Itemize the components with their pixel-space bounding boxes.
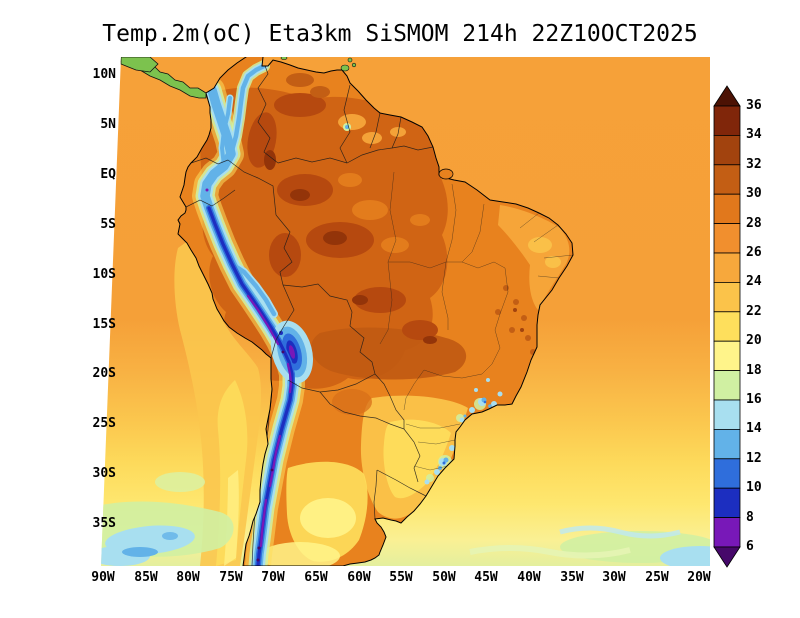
colorbar-segment — [713, 370, 741, 401]
lat-tick: 5S — [100, 217, 116, 232]
se-brazil-cold-specks — [424, 378, 503, 485]
colorbar-under-triangle — [713, 546, 741, 568]
colorbar-tick-label: 10 — [746, 480, 762, 495]
lat-tick: 5N — [100, 117, 116, 132]
lon-tick: 70W — [261, 570, 285, 585]
lon-tick: 20W — [687, 570, 711, 585]
colorbar-tick-label: 16 — [746, 392, 762, 407]
lon-tick: 55W — [389, 570, 413, 585]
colorbar-tick-label: 20 — [746, 333, 762, 348]
lat-tick: 10N — [92, 67, 116, 82]
paraguay-warm-patch — [332, 389, 372, 415]
lon-tick: 40W — [517, 570, 541, 585]
colorbar-tick-label: 28 — [746, 216, 762, 231]
lon-tick: 75W — [219, 570, 243, 585]
andes-extreme-cold-dots — [205, 188, 285, 562]
colorbar-tick-label: 8 — [746, 510, 754, 525]
lon-tick: 80W — [176, 570, 200, 585]
colorbar — [713, 85, 741, 568]
colorbar-tick-label: 26 — [746, 245, 762, 260]
colorbar-tick-label: 22 — [746, 304, 762, 319]
lon-tick: 45W — [474, 570, 498, 585]
colorbar-tick-label: 14 — [746, 421, 762, 436]
lat-tick: 10S — [92, 267, 116, 282]
lon-tick: 90W — [91, 570, 115, 585]
map-domain — [101, 57, 710, 566]
colorbar-tick-label: 12 — [746, 451, 762, 466]
land-detail-layer — [185, 59, 573, 566]
state-boundaries — [379, 171, 573, 471]
lat-tick: 25S — [92, 416, 116, 431]
colorbar-segment — [713, 487, 741, 519]
colorbar-segment — [713, 134, 741, 166]
lon-tick: 25W — [645, 570, 669, 585]
colorbar-tick-label: 18 — [746, 363, 762, 378]
colorbar-tick-label: 36 — [746, 98, 762, 113]
plot-title: Temp.2m(oC) Eta3km SiSMOM 214h 22Z10OCT2… — [102, 21, 698, 47]
colorbar-tick-label: 6 — [746, 539, 754, 554]
colorbar-segment — [713, 428, 741, 460]
lat-tick: 30S — [92, 466, 116, 481]
colorbar-segment — [713, 399, 741, 430]
colorbar-tick-label: 34 — [746, 127, 762, 142]
lat-tick: 35S — [92, 516, 116, 531]
lon-tick: 50W — [432, 570, 456, 585]
marajo-island — [438, 168, 454, 180]
colorbar-over-triangle — [713, 85, 741, 107]
colorbar-segment — [713, 105, 741, 136]
south-brazil-cool-core — [383, 419, 451, 499]
lon-tick: 35W — [560, 570, 584, 585]
colorbar-tick-label: 30 — [746, 186, 762, 201]
colorbar-segment — [713, 517, 741, 548]
colorbar-segment — [713, 193, 741, 224]
amazon-mottling — [338, 173, 430, 253]
lon-tick: 60W — [347, 570, 371, 585]
colorbar-segment — [713, 311, 741, 342]
colorbar-segment — [713, 458, 741, 489]
colorbar-segment — [713, 223, 741, 254]
caribbean-islands — [280, 57, 357, 72]
lat-tick: EQ — [100, 167, 116, 182]
colorbar-segment — [713, 340, 741, 372]
lon-tick: 65W — [304, 570, 328, 585]
lat-tick: 20S — [92, 366, 116, 381]
colorbar-segment — [713, 164, 741, 195]
ne-coastal-mild-strip — [498, 205, 570, 310]
central-america — [120, 57, 207, 99]
colorbar-segment — [713, 252, 741, 283]
colorbar-tick-label: 24 — [746, 274, 762, 289]
andes-core-cold — [206, 205, 295, 566]
lon-tick: 30W — [602, 570, 626, 585]
colorbar-segment — [713, 281, 741, 313]
lat-tick: 15S — [92, 317, 116, 332]
colorbar-tick-label: 32 — [746, 157, 762, 172]
hottest-spots — [264, 150, 437, 344]
southern-ocean-cold-patches — [101, 472, 710, 566]
political-boundaries — [185, 59, 434, 566]
altiplano-cold-core — [270, 320, 314, 384]
lon-tick: 85W — [134, 570, 158, 585]
